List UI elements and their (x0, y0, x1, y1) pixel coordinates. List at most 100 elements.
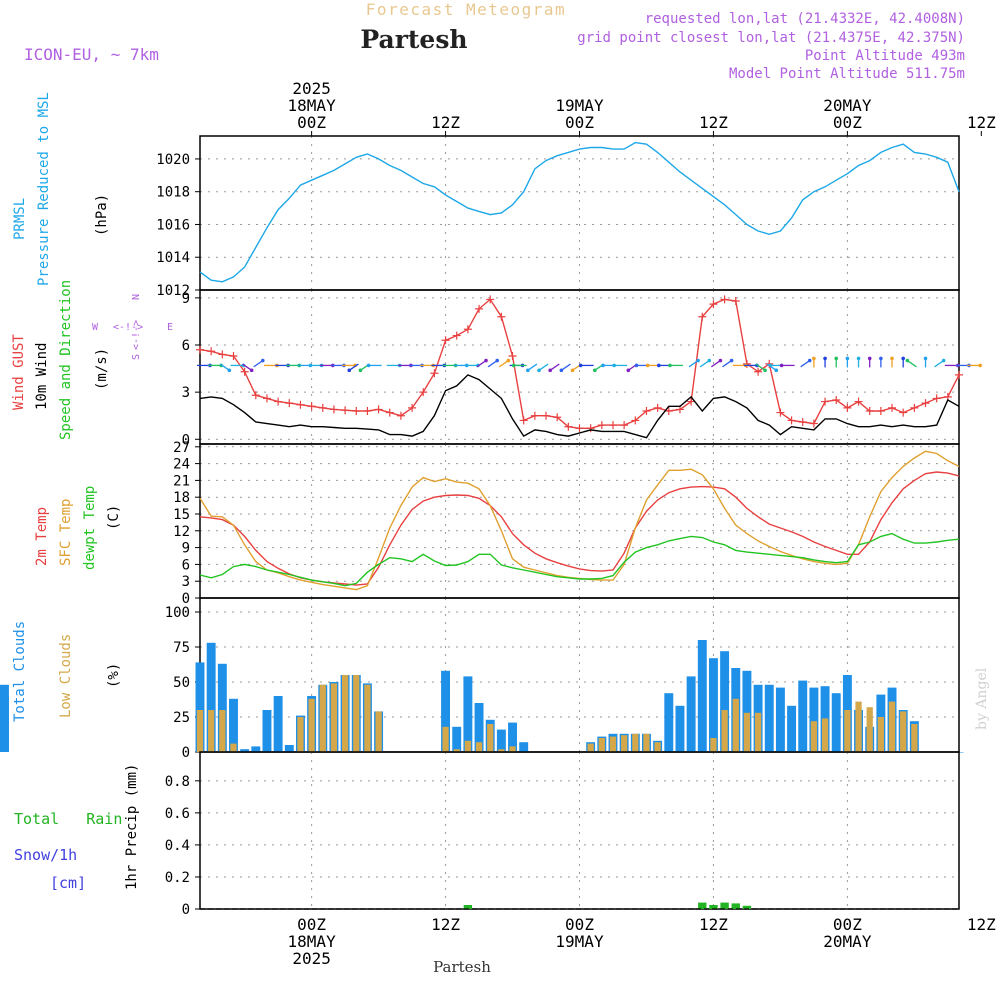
gust-marker (809, 419, 818, 428)
compass-horizontal: <-!-> (113, 322, 143, 333)
gust-marker (575, 424, 584, 433)
wind-arrow-head (548, 368, 552, 373)
wind-panel: 0 3 6 9 (182, 290, 982, 448)
gust-marker (955, 370, 963, 379)
gust-marker (318, 403, 327, 412)
gust-marker (486, 295, 495, 304)
bottom-time-label: 12Z (967, 915, 996, 934)
footer-location: Partesh (433, 958, 491, 976)
top-title: Forecast Meteogram (366, 0, 566, 19)
low-cloud-bar (911, 724, 918, 752)
direction-label: Speed and Direction (58, 280, 74, 440)
low-cloud-bar (330, 683, 338, 752)
gust-marker (463, 325, 472, 334)
y-tick-label: 50 (173, 675, 190, 691)
wind-direction-arrow (253, 359, 264, 368)
y-tick-label: 1014 (156, 250, 190, 266)
y-tick-label: 0.4 (165, 838, 190, 854)
point-altitude: Point Altitude 493m (805, 48, 965, 64)
pressure-labels: PRMSL Pressure Reduced to MSL (hPa) (12, 92, 110, 286)
rain-bar (731, 903, 740, 909)
gust-marker (754, 367, 763, 376)
wind-direction-arrow (560, 363, 571, 371)
gust-marker (262, 394, 271, 403)
y-tick-label: 0 (182, 902, 190, 918)
y-tick-label: 6 (182, 557, 190, 573)
total-cloud-bar (0, 684, 9, 752)
panels: 1012101410161018102003690369121518212427… (0, 136, 982, 918)
wind-direction-arrow (906, 359, 917, 368)
wind-arrow-head (834, 356, 839, 361)
total-cloud-bar (496, 729, 506, 752)
total-cloud-bar (831, 693, 841, 752)
wind-arrow-head (729, 358, 734, 363)
gust-marker (519, 416, 528, 425)
total-cloud-bar (764, 684, 774, 752)
wind-unit: (m/s) (94, 348, 110, 390)
wind-direction-arrow (722, 359, 732, 368)
y-tick-label: 1020 (156, 152, 190, 168)
low-cloud-bar (353, 675, 360, 752)
y-tick-label: 24 (173, 457, 190, 473)
total-cloud-bar (809, 687, 819, 752)
low-cloud-bar (877, 717, 884, 752)
y-tick-label: 15 (173, 507, 190, 523)
wind-arrow-head (941, 358, 946, 363)
total-cloud-bar (519, 742, 529, 752)
wind-arrow-head (506, 358, 511, 363)
gust-marker (698, 312, 707, 321)
wind-direction-arrow (487, 359, 498, 368)
wind-arrow-head (347, 368, 352, 373)
cloud-labels: Total Clouds Low Clouds (%) (12, 621, 122, 722)
gust-marker (597, 421, 606, 430)
total-cloud-bar (720, 651, 730, 752)
gust-marker (285, 399, 294, 408)
low-cloud-bar (810, 721, 818, 752)
wind-arrow-head (856, 356, 861, 361)
y-tick-label: 0.2 (165, 870, 190, 886)
low-cloud-bar (196, 710, 204, 752)
compass-vertical: <-!-> (131, 320, 142, 350)
gust-marker (631, 416, 640, 425)
wind-arrow-head (593, 368, 597, 373)
low-cloud-bar (609, 736, 617, 752)
total-cloud-bar (251, 746, 261, 752)
10m-wind-line (199, 374, 960, 439)
compass-e: E (167, 322, 173, 333)
gust-marker (229, 352, 238, 360)
wind-arrow-head (867, 356, 872, 361)
y-tick-label: 0 (182, 432, 190, 448)
bottom-time-label: 19MAY (555, 932, 604, 951)
low-cloud-bar (587, 743, 594, 752)
total-cloud-bar (273, 696, 283, 752)
gust-marker (240, 367, 249, 376)
precip-axis-label: 1hr Precip (mm) (124, 764, 140, 890)
rain-bar (709, 904, 718, 909)
wind-arrow-head (774, 368, 779, 373)
top-time-label: 19MAY (555, 96, 604, 115)
y-tick-label: 3 (182, 385, 190, 401)
gust-marker (564, 422, 573, 431)
gust-marker (553, 413, 562, 422)
compass-w: W (92, 322, 99, 333)
gust-marker (430, 369, 439, 378)
wind-arrow-head (845, 356, 850, 361)
gust-marker (296, 400, 305, 409)
low-cloud-bar (598, 738, 605, 752)
y-tick-label: 12 (173, 524, 190, 540)
bottom-time-label: 2025 (292, 949, 331, 968)
gust-marker (843, 403, 852, 412)
y-tick-label: 1018 (156, 185, 190, 201)
gust-marker (821, 397, 830, 406)
low-cloud-bar (230, 743, 237, 752)
top-time-label: 00Z (565, 113, 594, 132)
wind-arrow-head (484, 358, 488, 363)
gust-marker (921, 399, 930, 408)
total-cloud-bar (664, 693, 674, 752)
low-cloud-bar (632, 733, 639, 752)
low-cloud-bar (464, 740, 472, 752)
low-cloud-bar (621, 735, 628, 752)
panel-frame (199, 751, 960, 910)
gust-marker (910, 403, 919, 412)
